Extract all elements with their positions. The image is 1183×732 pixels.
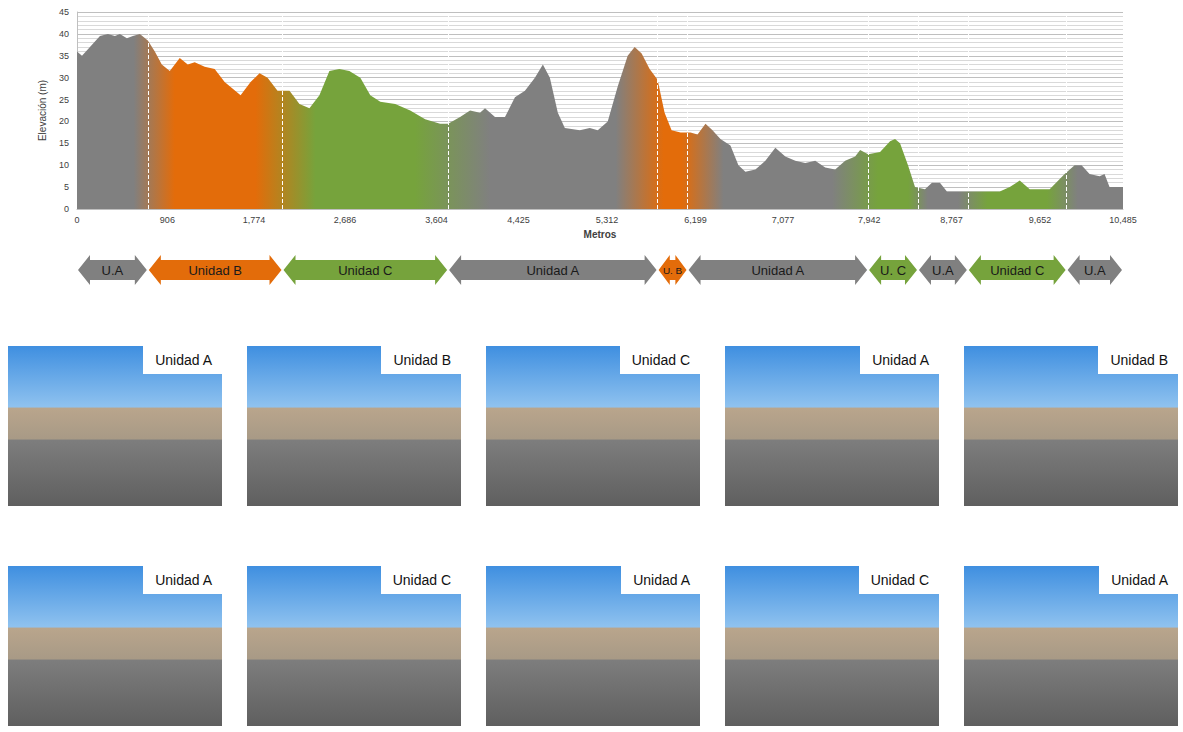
svg-text:20: 20 [59,116,69,126]
svg-text:15: 15 [59,138,69,148]
svg-text:25: 25 [59,95,69,105]
svg-text:0: 0 [74,215,79,225]
svg-text:Unidad A: Unidad A [751,263,804,278]
svg-text:U.A: U.A [102,263,124,278]
svg-text:Elevación (m): Elevación (m) [37,80,48,141]
html-text:Unidad A: Unidad A [1111,572,1168,588]
html-text:Unidad C: Unidad C [392,572,451,588]
svg-text:7,942: 7,942 [858,215,881,225]
svg-text:906: 906 [160,215,175,225]
svg-text:3,604: 3,604 [425,215,448,225]
svg-text:9,652: 9,652 [1029,215,1052,225]
svg-text:5,312: 5,312 [596,215,619,225]
svg-text:0: 0 [64,204,69,214]
html-text:Unidad A: Unidad A [155,352,212,368]
html-text:Unidad B: Unidad B [1110,352,1168,368]
svg-text:U.A: U.A [932,263,954,278]
svg-text:35: 35 [59,51,69,61]
svg-text:Unidad C: Unidad C [338,263,392,278]
svg-text:7,077: 7,077 [772,215,795,225]
svg-text:Unidad B: Unidad B [188,263,241,278]
svg-text:8,767: 8,767 [940,215,963,225]
svg-text:4,425: 4,425 [507,215,530,225]
svg-text:2,686: 2,686 [334,215,357,225]
svg-text:Unidad C: Unidad C [990,263,1044,278]
svg-text:Unidad A: Unidad A [526,263,579,278]
html-text:Unidad A: Unidad A [155,572,212,588]
svg-text:30: 30 [59,73,69,83]
svg-text:10: 10 [59,160,69,170]
html-text:Unidad A: Unidad A [633,572,690,588]
html-text:Unidad C: Unidad C [870,572,929,588]
svg-text:40: 40 [59,29,69,39]
svg-text:5: 5 [64,182,69,192]
html-text:Unidad A: Unidad A [872,352,929,368]
svg-text:6,199: 6,199 [684,215,707,225]
html-text:Unidad C: Unidad C [631,352,690,368]
svg-text:1,774: 1,774 [243,215,266,225]
svg-text:Metros: Metros [584,229,617,240]
svg-text:U. B: U. B [663,265,683,276]
svg-text:10,485: 10,485 [1109,215,1137,225]
svg-text:U. C: U. C [880,263,906,278]
html-text:Unidad B: Unidad B [393,352,451,368]
svg-text:45: 45 [59,7,69,17]
svg-text:U.A: U.A [1084,263,1106,278]
